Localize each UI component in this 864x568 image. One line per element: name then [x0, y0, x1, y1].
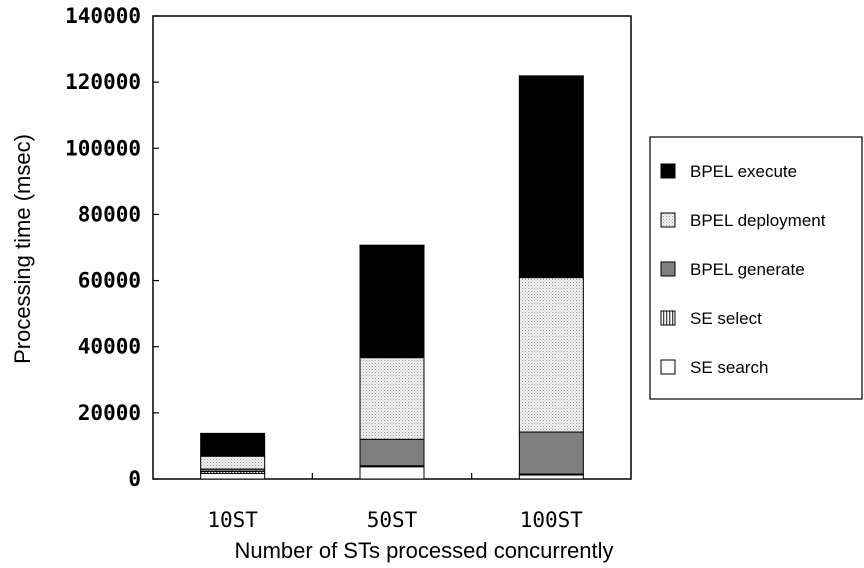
bar-bpel-execute-10st	[200, 432, 266, 457]
bar-bpel-deployment-100st	[518, 277, 584, 433]
legend-label-se-search: SE search	[690, 358, 768, 377]
bar-bpel-generate-50st	[359, 438, 425, 467]
x-axis-title: Number of STs processed concurrently	[234, 538, 613, 563]
bar-bpel-execute-100st	[518, 75, 584, 279]
bar-se-search-50st	[359, 466, 425, 480]
y-tick-label: 140000	[65, 4, 141, 28]
bar-bpel-deployment-50st	[359, 357, 425, 440]
bar-se-search-100st	[518, 474, 584, 480]
legend: BPEL execute BPEL deployment BPEL generate…	[649, 136, 863, 400]
legend-label-bpel-generate: BPEL generate	[690, 260, 805, 279]
legend-swatch-se-search	[660, 359, 676, 375]
legend-swatch-bpel-generate	[660, 261, 676, 277]
y-tick-label: 80000	[78, 202, 141, 226]
y-tick-label: 100000	[65, 136, 141, 160]
bar-bpel-deployment-10st	[200, 455, 266, 470]
legend-label-se-select: SE select	[690, 309, 762, 328]
legend-swatch-bpel-execute	[660, 163, 676, 179]
y-tick-label: 120000	[65, 70, 141, 94]
bar-bpel-execute-50st	[359, 244, 425, 359]
bar-se-search-10st	[200, 472, 266, 480]
x-tick-label: 100ST	[520, 508, 584, 532]
legend-label-bpel-execute: BPEL execute	[690, 162, 797, 181]
bar-bpel-generate-100st	[518, 431, 584, 475]
y-tick-label: 20000	[78, 401, 141, 425]
y-axis-title: Processing time (msec)	[10, 134, 35, 364]
legend-label-bpel-deployment: BPEL deployment	[690, 211, 826, 230]
legend-swatch-se-select	[660, 310, 676, 326]
y-tick-label: 0	[128, 467, 141, 491]
x-tick-label: 50ST	[367, 508, 418, 532]
x-tick-label: 10ST	[207, 508, 258, 532]
legend-swatch-bpel-deployment	[660, 212, 676, 228]
legend-frame	[649, 136, 863, 400]
y-tick-label: 40000	[78, 335, 141, 359]
plot-area: 0 20000 40000 60000 80000 100000 120000 140000 1…	[65, 4, 632, 532]
y-tick-label: 60000	[78, 269, 141, 293]
